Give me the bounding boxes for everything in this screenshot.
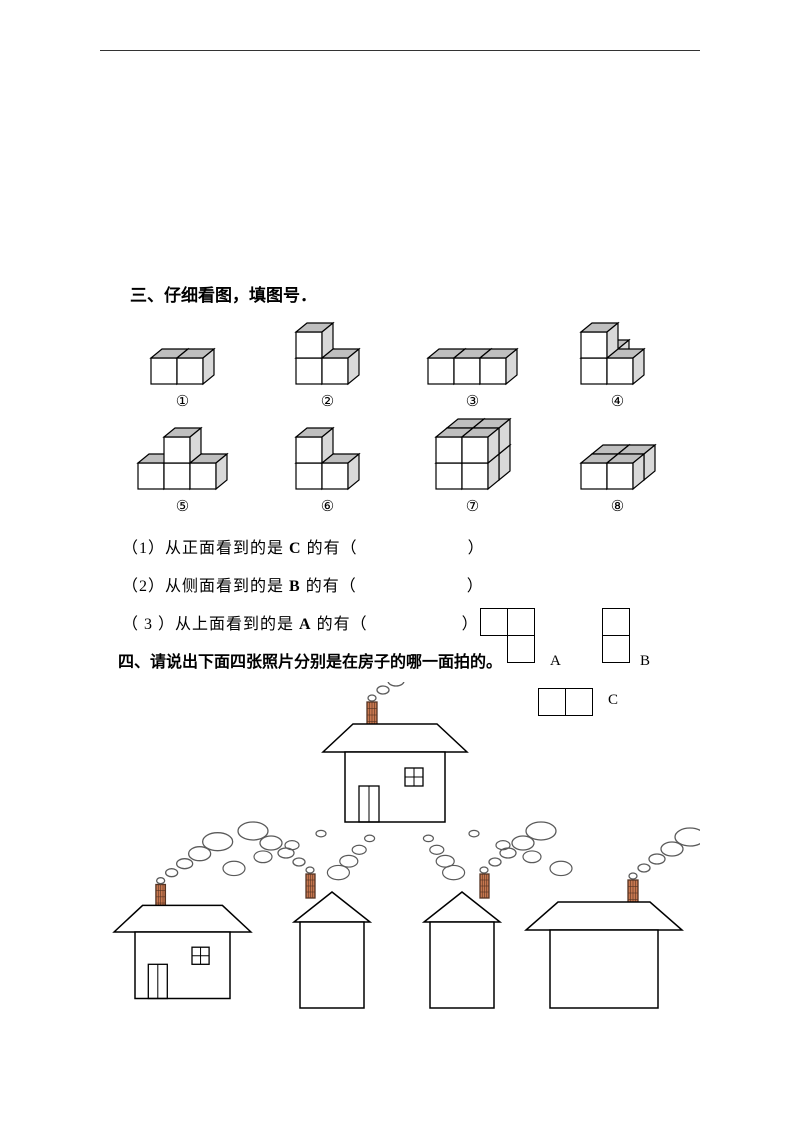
cube-fig-4 xyxy=(558,312,678,386)
section-3-title: 三、仔细看图，填图号． xyxy=(130,281,700,306)
cube-label: ④ xyxy=(558,392,678,411)
worksheet-page: 三、仔细看图，填图号． ① ② ③ ④ ⑤ ⑥ ⑦ ⑧ （1）从正面看到的是 C… xyxy=(0,0,800,1132)
cube-fig-7 xyxy=(413,417,533,491)
top-rule xyxy=(100,50,700,51)
cube-row-2 xyxy=(110,429,690,491)
cube-fig-2 xyxy=(268,321,388,386)
house-illustration xyxy=(100,682,700,1012)
cube-label: ⑥ xyxy=(268,497,388,516)
cube-fig-3 xyxy=(413,347,533,386)
cube-fig-5 xyxy=(123,426,243,491)
cube-label: ⑤ xyxy=(123,497,243,516)
cube-label: ⑦ xyxy=(413,497,533,516)
question-1: （1）从正面看到的是 C 的有（） xyxy=(122,534,700,558)
question-2: （2）从侧面看到的是 B 的有（） xyxy=(122,572,700,596)
cube-labels-row-2: ⑤ ⑥ ⑦ ⑧ xyxy=(110,497,690,516)
cube-label: ③ xyxy=(413,392,533,411)
cube-label: ① xyxy=(123,392,243,411)
cube-fig-6 xyxy=(268,426,388,491)
cube-fig-8 xyxy=(558,443,678,491)
cube-labels-row-1: ① ② ③ ④ xyxy=(110,392,690,411)
cube-label: ② xyxy=(268,392,388,411)
cube-row-1 xyxy=(110,324,690,386)
cube-label: ⑧ xyxy=(558,497,678,516)
cube-fig-1 xyxy=(123,347,243,386)
